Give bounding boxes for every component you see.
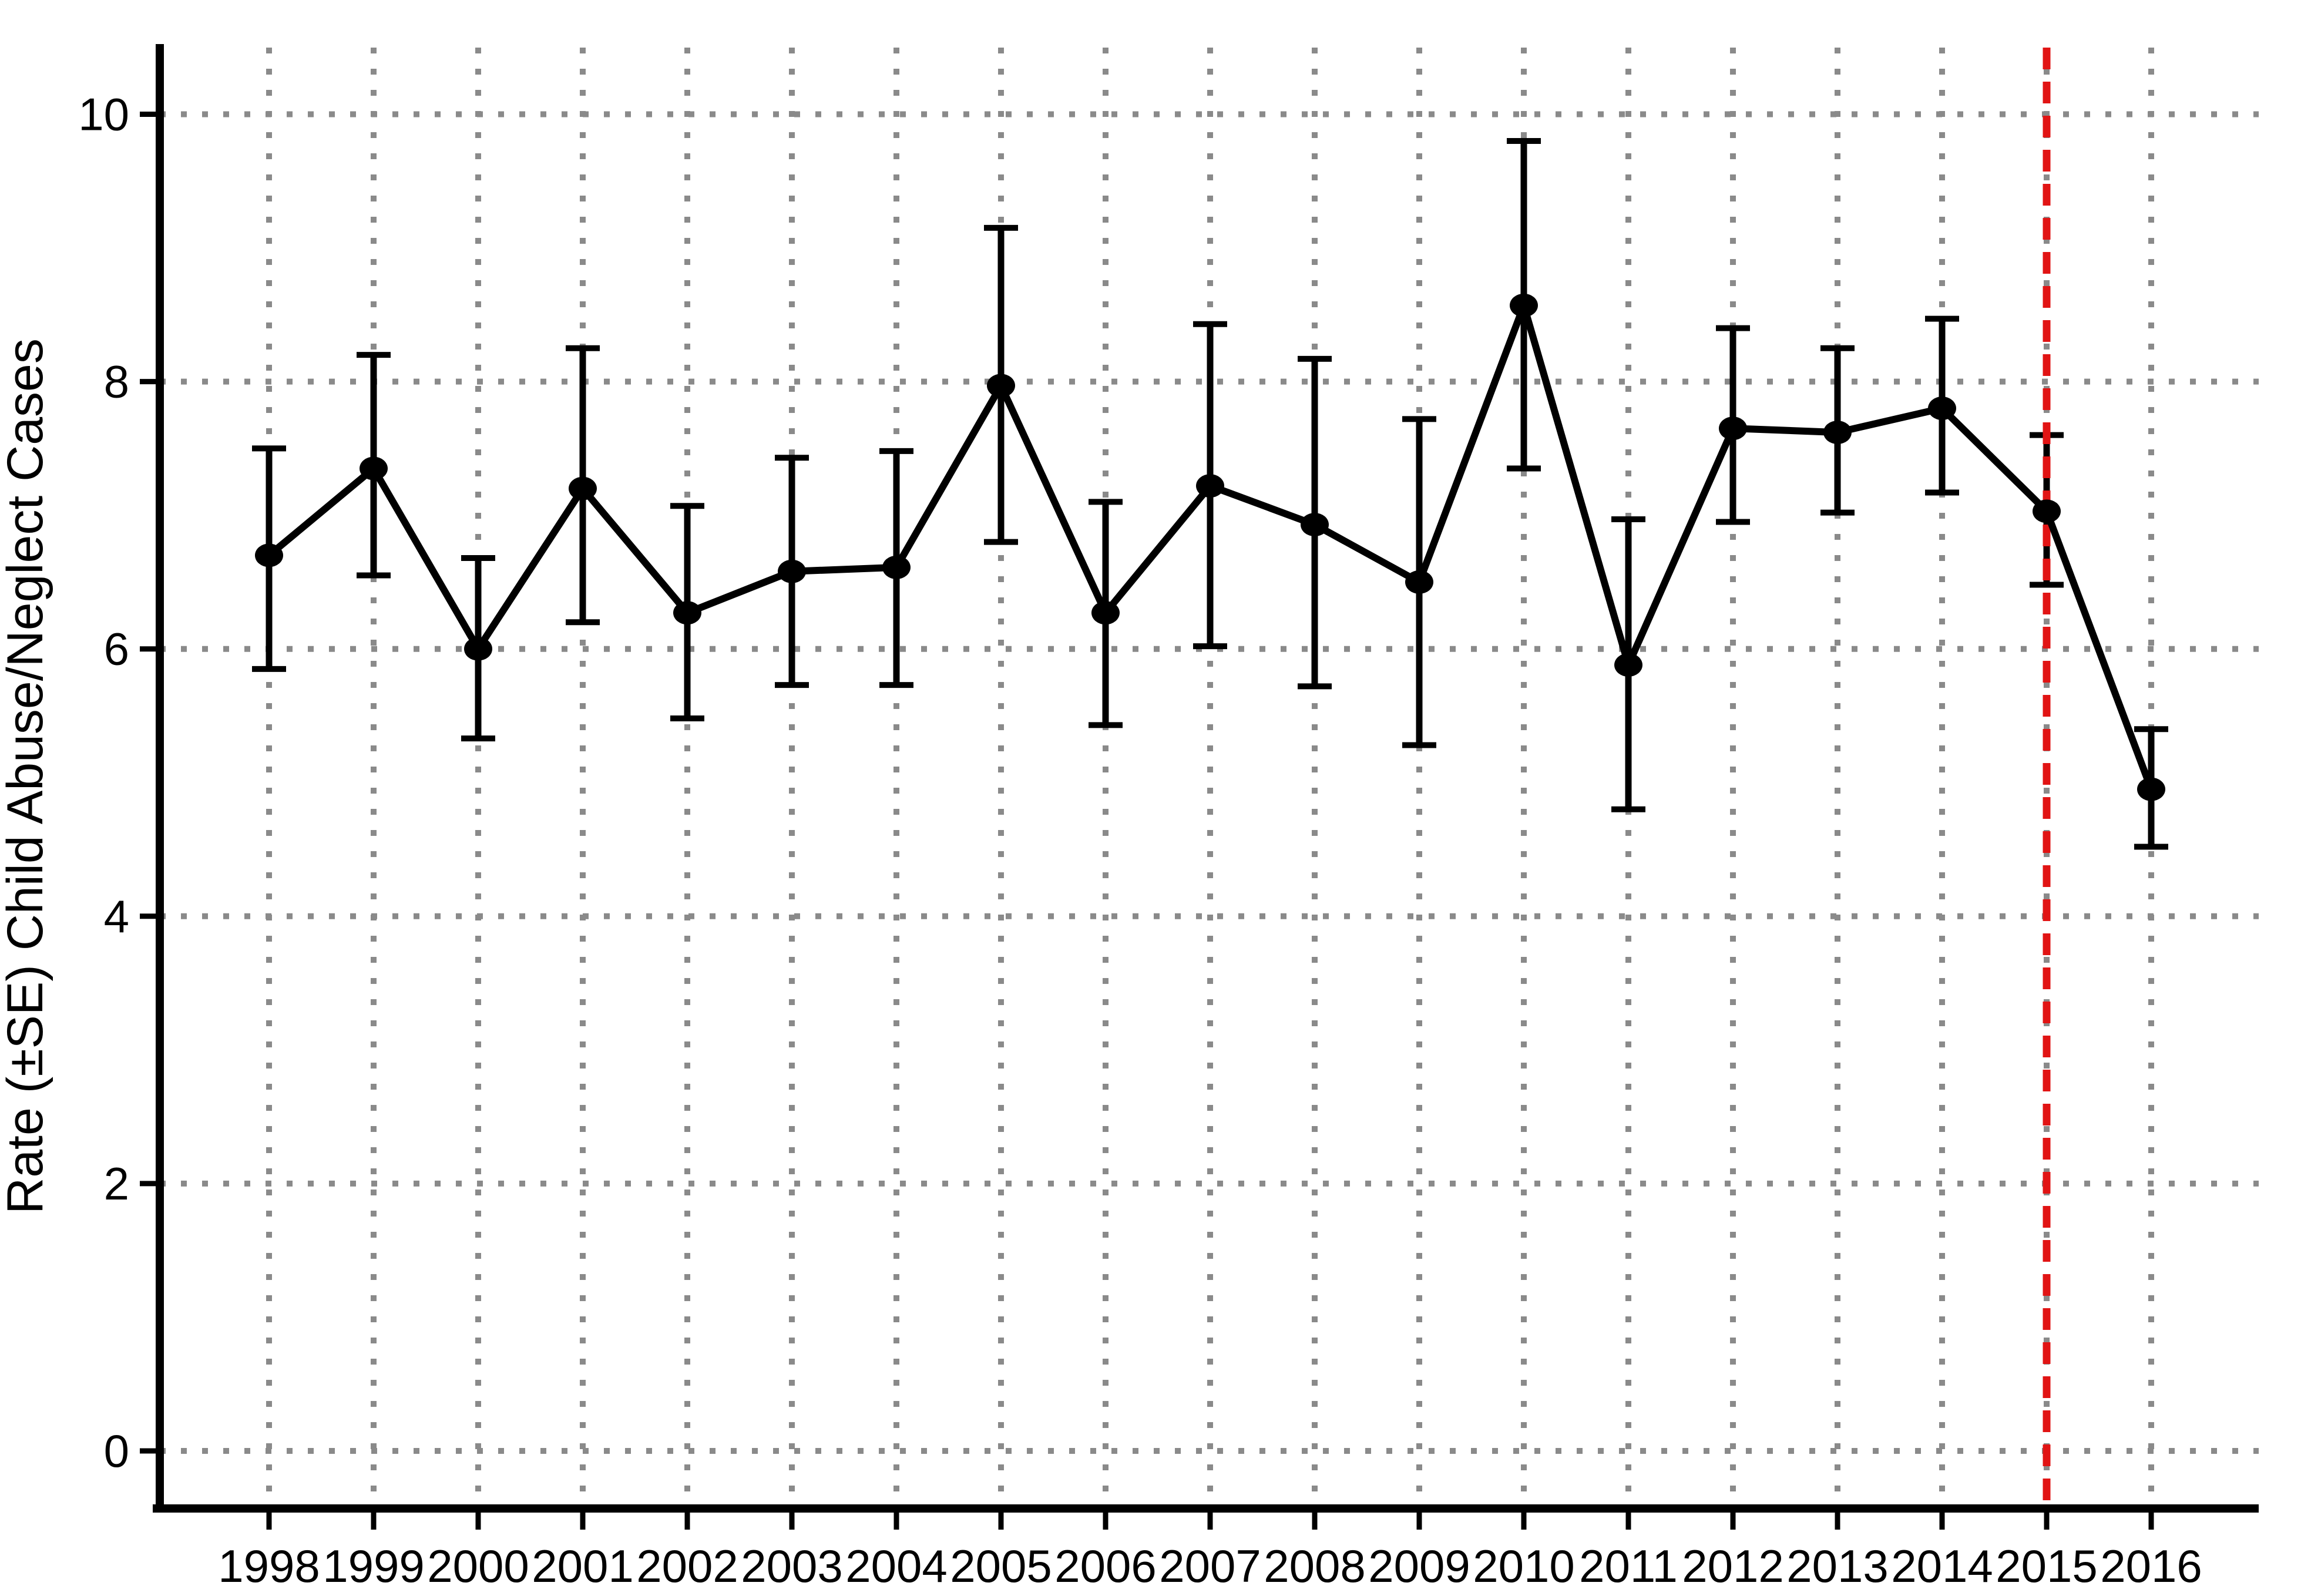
x-tick-label: 2008: [1264, 1540, 1366, 1592]
data-point: [1301, 513, 1329, 537]
data-point: [569, 476, 597, 500]
y-tick-label: 0: [104, 1425, 129, 1477]
x-tick-label: 2001: [532, 1540, 634, 1592]
axes: [140, 44, 2259, 1530]
data-point: [1405, 570, 1433, 594]
x-tick-label: 2007: [1159, 1540, 1261, 1592]
data-point: [255, 543, 283, 567]
x-tick-label: 2003: [741, 1540, 843, 1592]
data-points: [255, 293, 2165, 801]
data-point: [360, 456, 388, 481]
x-tick-label: 2000: [427, 1540, 529, 1592]
y-tick-label: 2: [104, 1158, 129, 1209]
data-point: [1823, 421, 1852, 445]
x-tick-label: 2014: [1891, 1540, 1993, 1592]
x-tick-label: 2004: [845, 1540, 948, 1592]
x-tick-label: 2013: [1786, 1540, 1889, 1592]
data-point: [1091, 601, 1120, 625]
y-tick-label: 8: [104, 356, 129, 408]
data-point: [1928, 397, 1956, 421]
data-point: [1510, 293, 1538, 317]
data-point: [1614, 653, 1642, 677]
data-point: [673, 601, 701, 625]
x-tick-label: 2009: [1368, 1540, 1470, 1592]
x-tick-label: 1999: [323, 1540, 425, 1592]
x-tick-label: 2011: [1579, 1540, 1678, 1592]
x-tick-label: 2010: [1473, 1540, 1575, 1592]
gridlines: [160, 48, 2259, 1508]
data-point: [1719, 416, 1747, 441]
x-tick-label: 2002: [636, 1540, 738, 1592]
x-tick-label: 2006: [1054, 1540, 1157, 1592]
data-point: [2033, 499, 2061, 523]
y-axis-title: Rate (±SE) Child Abuse/Neglect Cases: [0, 338, 53, 1214]
x-tick-label: 2005: [950, 1540, 1052, 1592]
y-tick-label: 4: [104, 891, 129, 942]
x-tick-label: 2012: [1682, 1540, 1784, 1592]
x-tick-label: 2016: [2100, 1540, 2202, 1592]
data-point: [464, 637, 492, 661]
data-point: [2137, 777, 2165, 801]
x-tick-label: 1998: [218, 1540, 320, 1592]
x-tick-label: 2015: [1996, 1540, 2098, 1592]
data-point: [778, 559, 806, 583]
data-point: [987, 374, 1015, 398]
y-tick-label: 6: [104, 623, 129, 675]
data-point: [882, 555, 911, 579]
data-point: [1196, 474, 1224, 498]
y-tick-label: 10: [78, 89, 129, 140]
